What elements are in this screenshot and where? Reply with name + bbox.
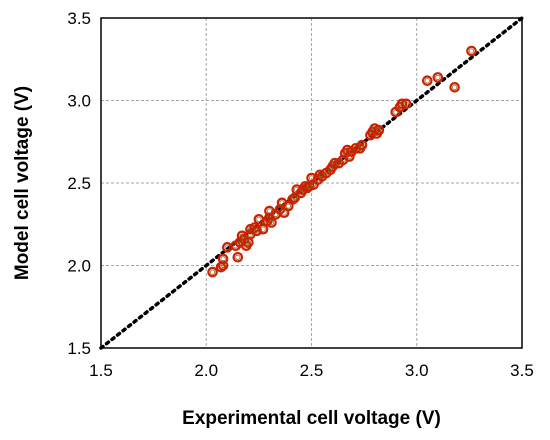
data-point (449, 82, 460, 93)
x-tick-label: 3.0 (405, 361, 429, 380)
x-tick-label: 2.0 (194, 361, 218, 380)
x-tick-label: 3.5 (510, 361, 534, 380)
data-point (373, 124, 385, 136)
data-point (432, 72, 444, 83)
y-tick-label: 3.0 (67, 92, 91, 111)
data-point (217, 253, 229, 265)
data-point (466, 45, 477, 57)
data-point (207, 266, 218, 278)
data-point (356, 139, 368, 151)
data-point (253, 214, 265, 225)
y-tick-label: 3.5 (67, 9, 91, 28)
x-tick-labels: 1.5 2.0 2.5 3.0 3.5 (89, 361, 534, 380)
data-points (207, 45, 477, 278)
data-point (266, 217, 277, 228)
data-point (257, 223, 269, 235)
x-tick-label: 1.5 (89, 361, 113, 380)
y-axis-title: Model cell voltage (V) (12, 86, 33, 280)
data-point (400, 98, 412, 110)
data-point (232, 251, 244, 263)
y-tick-label: 1.5 (67, 339, 91, 358)
x-axis-title: Experimental cell voltage (V) (182, 408, 441, 429)
y-tick-label: 2.5 (67, 174, 91, 193)
x-tick-label: 2.5 (300, 361, 324, 380)
data-point (421, 75, 433, 86)
plot-frame (100, 17, 523, 349)
y-tick-label: 2.0 (67, 257, 91, 276)
y-tick-labels: 1.5 2.0 2.5 3.0 3.5 (67, 9, 91, 358)
